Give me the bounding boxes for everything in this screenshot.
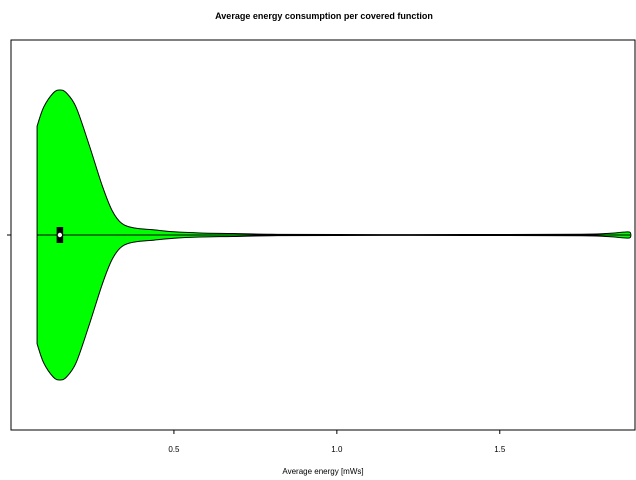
x-tick-label: 1.0 xyxy=(331,445,343,454)
chart-title: Average energy consumption per covered f… xyxy=(215,11,433,21)
x-tick-label: 1.5 xyxy=(494,445,506,454)
violin-layer xyxy=(36,89,632,381)
x-axis-label: Average energy [mWs] xyxy=(282,467,363,476)
x-axis-ticks: 0.5 1.0 1.5 xyxy=(168,430,506,454)
x-tick-label: 0.5 xyxy=(168,445,180,454)
violin-median-point xyxy=(57,232,63,238)
